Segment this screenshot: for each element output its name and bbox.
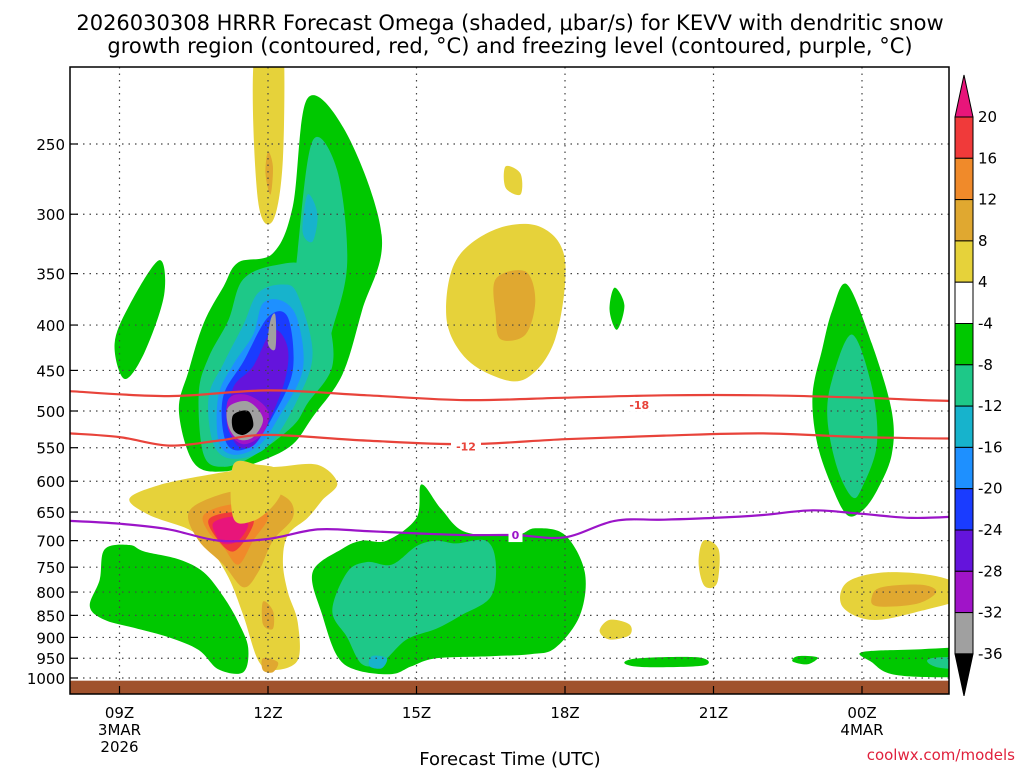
ytick-label-950: 950 xyxy=(36,650,65,668)
colorbar-bin-4 xyxy=(954,281,974,325)
ytick-label-500: 500 xyxy=(36,403,65,421)
contour-dgz-minus12 xyxy=(70,432,949,447)
omega-region-43 xyxy=(927,657,949,669)
contour-label-freezing-0: 0 xyxy=(512,529,520,542)
omega-shading xyxy=(89,67,1012,678)
xtick-label-2: 15Z xyxy=(402,704,431,722)
colorbar-bin-10 xyxy=(954,529,974,572)
xtick-label-0: 09Z xyxy=(105,704,134,722)
contour-label-dgz-minus18: -18 xyxy=(629,399,649,412)
xtick-year-0: 2026 xyxy=(100,738,138,756)
omega-region-33 xyxy=(1006,540,1012,562)
colorbar-bin-9 xyxy=(954,488,974,531)
ytick-label-600: 600 xyxy=(36,473,65,491)
plot-frame xyxy=(69,66,950,695)
colorbar-under-arrow xyxy=(954,653,974,697)
ytick-label-250: 250 xyxy=(36,136,65,154)
contour-label-bg-dgz-minus18 xyxy=(624,397,655,412)
colorbar-label-12: -32 xyxy=(978,604,1003,622)
contour-dgz-minus18 xyxy=(70,389,949,402)
ytick-label-700: 700 xyxy=(36,533,65,551)
colorbar-bin-6 xyxy=(954,364,974,407)
omega-region-12 xyxy=(267,313,277,351)
colorbar-bin-3 xyxy=(954,240,974,283)
omega-region-25 xyxy=(261,657,279,673)
chart-title-line-2: growth region (contoured, red, °C) and f… xyxy=(107,34,912,58)
colorbar-bin-8 xyxy=(954,446,974,490)
omega-region-3 xyxy=(302,194,318,243)
colorbar-label-5: -4 xyxy=(978,315,993,333)
colorbar-bin-1 xyxy=(954,157,974,201)
credit-link[interactable]: coolwx.com/models xyxy=(867,746,1015,764)
omega-region-0 xyxy=(114,260,166,380)
chart-title-line-1: 2026030308 HRRR Forecast Omega (shaded, … xyxy=(76,11,943,35)
colorbar-label-4: 4 xyxy=(978,273,988,291)
omega-region-27 xyxy=(599,619,632,640)
y-axis-pressure-ticks: 250 300 350 400 450 500 550 600 650 700 750 800 850 9… xyxy=(27,136,78,688)
ytick-label-300: 300 xyxy=(36,206,65,224)
omega-region-11 xyxy=(231,410,254,435)
omega-region-28 xyxy=(698,540,720,589)
omega-region-17 xyxy=(493,270,536,341)
omega-region-15 xyxy=(503,165,523,196)
colorbar-label-7: -12 xyxy=(978,397,1003,415)
contour-lines: -18 -12 0 xyxy=(70,389,949,543)
omega-region-38 xyxy=(624,656,709,668)
colorbar-label-3: 8 xyxy=(978,232,988,250)
grid-lines xyxy=(70,67,949,694)
colorbar-over-arrow xyxy=(954,74,974,118)
colorbar-legend: 20 16 12 8 4 -4 -8 -12 -16 -20 -24 -28 -32 -36 xyxy=(954,74,1003,697)
colorbar-label-10: -24 xyxy=(978,521,1003,539)
ytick-label-450: 450 xyxy=(36,362,65,380)
contour-freezing-0 xyxy=(70,509,949,543)
colorbar-label-2: 12 xyxy=(978,191,997,209)
ytick-label-750: 750 xyxy=(36,559,65,577)
x-axis-label: Forecast Time (UTC) xyxy=(419,749,600,768)
colorbar-label-0: 20 xyxy=(978,108,997,126)
ytick-label-350: 350 xyxy=(36,266,65,284)
ytick-label-1000: 1000 xyxy=(27,670,65,688)
xtick-date-0: 3MAR xyxy=(98,721,141,739)
xtick-date-5: 4MAR xyxy=(840,721,883,739)
colorbar-bin-7 xyxy=(954,405,974,448)
ytick-label-650: 650 xyxy=(36,504,65,522)
colorbar-bin-12 xyxy=(954,612,974,655)
colorbar-label-8: -16 xyxy=(978,438,1003,456)
ytick-label-800: 800 xyxy=(36,584,65,602)
xtick-label-3: 18Z xyxy=(550,704,579,722)
omega-region-26 xyxy=(230,460,284,524)
colorbar-label-13: -36 xyxy=(978,645,1003,663)
omega-region-14 xyxy=(265,151,273,195)
contour-label-dgz-minus12: -12 xyxy=(456,440,476,453)
ytick-label-400: 400 xyxy=(36,317,65,335)
xtick-label-5: 00Z xyxy=(847,704,876,722)
omega-region-42 xyxy=(859,647,949,678)
colorbar-bin-0 xyxy=(954,116,974,159)
ytick-label-850: 850 xyxy=(36,607,65,625)
colorbar-label-1: 16 xyxy=(978,149,997,167)
omega-region-36 xyxy=(332,539,497,667)
colorbar-bin-11 xyxy=(954,570,974,614)
xtick-label-4: 21Z xyxy=(699,704,728,722)
colorbar-label-11: -28 xyxy=(978,562,1003,580)
ytick-label-900: 900 xyxy=(36,629,65,647)
ytick-label-550: 550 xyxy=(36,440,65,458)
omega-region-37 xyxy=(368,655,388,669)
contour-label-bg-freezing-0 xyxy=(508,528,523,543)
omega-region-34 xyxy=(89,544,249,674)
omega-region-30 xyxy=(871,584,937,607)
omega-region-18 xyxy=(609,287,625,330)
colorbar-label-6: -8 xyxy=(978,356,993,374)
omega-region-23 xyxy=(212,516,249,545)
omega-region-24 xyxy=(261,601,275,630)
contour-label-bg-dgz-minus12 xyxy=(451,439,481,454)
colorbar-bin-5 xyxy=(954,323,974,366)
omega-region-41 xyxy=(827,334,878,499)
xtick-label-1: 12Z xyxy=(253,704,282,722)
surface-ground xyxy=(70,680,949,694)
colorbar-label-9: -20 xyxy=(978,480,1003,498)
colorbar-bin-2 xyxy=(954,199,974,242)
